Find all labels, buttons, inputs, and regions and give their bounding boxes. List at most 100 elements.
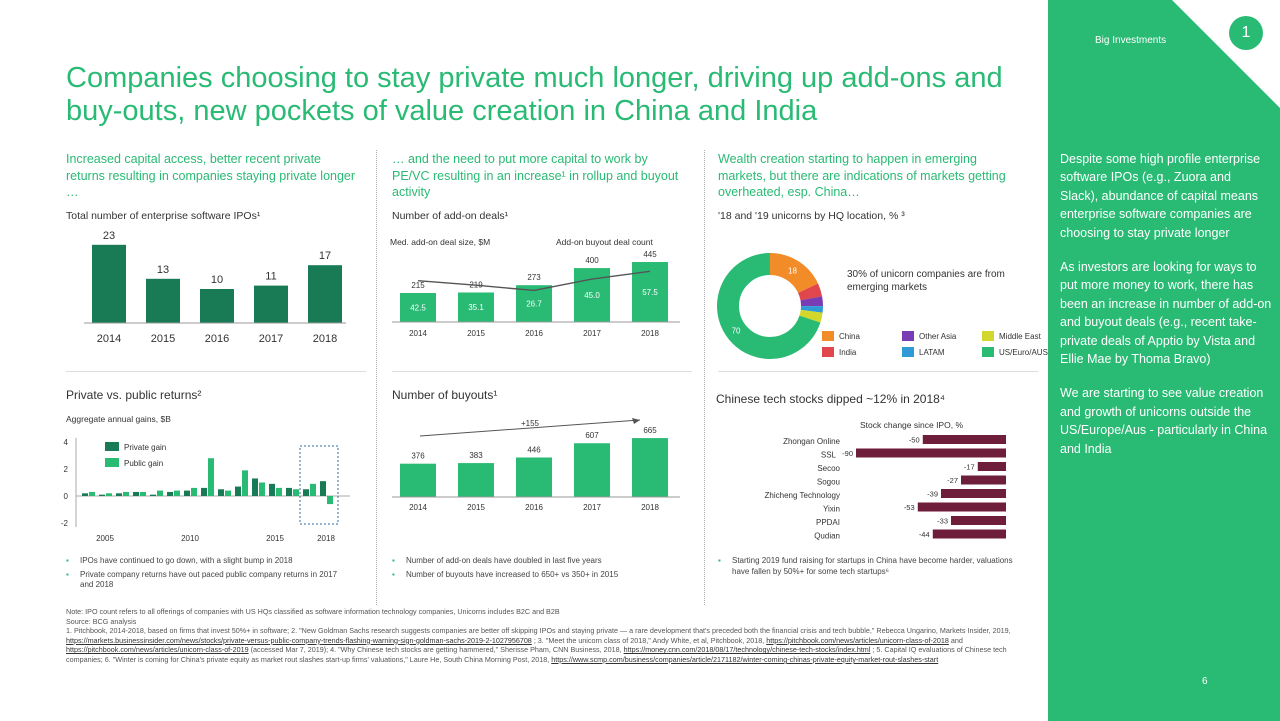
returns-bar xyxy=(252,478,258,496)
legend-item: China xyxy=(822,331,902,341)
returns-legend-label: Public gain xyxy=(124,459,163,468)
footnote-references: 1. Pitchbook, 2014-2018, based on firms … xyxy=(66,626,1026,664)
footnote-link[interactable]: https://pitchbook.com/news/articles/unic… xyxy=(66,645,249,655)
addon-year-label: 2015 xyxy=(467,329,485,338)
buyout-bar xyxy=(574,443,610,497)
addon-size-label: 35.1 xyxy=(468,303,484,312)
stock-bar xyxy=(856,448,1006,458)
ipo-bar xyxy=(146,278,180,323)
legend-label: India xyxy=(839,347,857,357)
legend-item: US/Euro/AUS xyxy=(982,347,1062,357)
returns-y-tick: 2 xyxy=(64,465,69,474)
stock-bar xyxy=(977,462,1006,471)
col3-bullets: Starting 2019 fund raising for startups … xyxy=(718,556,1018,580)
legend-item: Middle East xyxy=(982,331,1062,341)
addon-size-label: 45.0 xyxy=(584,291,600,300)
returns-bar xyxy=(133,491,139,496)
ipo-bar xyxy=(254,285,288,323)
addon-year-label: 2018 xyxy=(641,329,659,338)
returns-bar xyxy=(208,458,214,496)
addon-bar xyxy=(516,285,552,322)
bullet-item: Number of buyouts have increased to 650+… xyxy=(392,570,682,581)
buyouts-title: Number of buyouts¹ xyxy=(392,388,498,402)
sidebar-paragraph: As investors are looking for ways to put… xyxy=(1060,260,1272,367)
stock-bar xyxy=(961,475,1006,485)
returns-bar xyxy=(235,486,241,496)
returns-bar xyxy=(123,491,129,496)
row-divider xyxy=(66,371,366,372)
legend-item: Other Asia xyxy=(902,331,982,341)
ipo-year-label: 2014 xyxy=(97,333,121,345)
returns-bar xyxy=(140,491,146,496)
returns-legend-swatch xyxy=(105,442,119,451)
footnote-link[interactable]: https://www.scmp.com/business/companies/… xyxy=(551,654,939,664)
returns-x-tick: 2015 xyxy=(266,534,284,543)
legend-swatch xyxy=(822,347,834,357)
column-divider xyxy=(376,150,377,605)
buyout-year-label: 2016 xyxy=(525,503,543,512)
buyout-bar xyxy=(516,457,552,497)
returns-bar xyxy=(286,487,292,496)
addon-bar xyxy=(400,293,436,322)
legend-label: Middle East xyxy=(999,331,1041,341)
footnote-link[interactable]: https://markets.businessinsider.com/news… xyxy=(66,635,532,645)
legend-label: US/Euro/AUS xyxy=(999,347,1048,357)
returns-bar xyxy=(269,483,275,496)
returns-bar xyxy=(99,494,105,496)
returns-bar xyxy=(201,487,207,496)
buyout-year-label: 2014 xyxy=(409,503,427,512)
col3-heading: Wealth creation starting to happen in em… xyxy=(718,152,1006,199)
ipo-value-label: 11 xyxy=(265,271,276,283)
buyout-value-label: 383 xyxy=(469,451,483,460)
returns-legend-swatch xyxy=(105,458,119,467)
stock-value-label: -27 xyxy=(947,476,958,485)
stock-category-label: PPDAI xyxy=(816,518,840,527)
ipo-year-label: 2018 xyxy=(313,333,337,345)
growth-arrowhead xyxy=(632,418,640,424)
stock-label-bg xyxy=(921,489,941,498)
addon-count-label: 273 xyxy=(527,273,541,282)
col2-heading: … and the need to put more capital to wo… xyxy=(392,152,679,199)
returns-bar xyxy=(191,487,197,496)
row-divider xyxy=(392,371,692,372)
growth-arrow xyxy=(419,419,641,437)
ipo-value-label: 23 xyxy=(103,230,115,242)
ipo-bar xyxy=(308,265,342,323)
returns-bar xyxy=(106,493,112,496)
returns-bar xyxy=(276,487,282,496)
footnote-text: ; 5. Capital IQ evaluations of Chinese t… xyxy=(66,645,1007,664)
sidebar-paragraph: We are starting to see value creation an… xyxy=(1060,386,1268,456)
returns-x-tick: 2018 xyxy=(317,534,335,543)
bullet-item: Private company returns have out paced p… xyxy=(66,570,346,591)
buyout-year-label: 2015 xyxy=(467,503,485,512)
footnote-source: Source: BCG analysis xyxy=(66,616,137,626)
legend-swatch xyxy=(902,331,914,341)
stocks-title: Chinese tech stocks dipped ~12% in 2018⁴ xyxy=(716,392,945,406)
column-divider xyxy=(704,150,705,605)
stock-category-label: Qudian xyxy=(814,532,840,541)
stocks-subtitle: Stock change since IPO, % xyxy=(860,420,963,430)
bullet-item: Number of add-on deals have doubled in l… xyxy=(392,556,682,567)
buyout-value-label: 665 xyxy=(643,426,657,435)
sidebar: Big Investments 1 Despite some high prof… xyxy=(1048,0,1280,721)
returns-bar xyxy=(89,491,95,496)
stock-label-bg xyxy=(941,475,961,485)
page-number: 6 xyxy=(1202,676,1208,687)
legend-swatch xyxy=(822,331,834,341)
stock-label-bg xyxy=(902,435,923,444)
legend-label: Other Asia xyxy=(919,331,957,341)
footnote-link[interactable]: https://pitchbook.com/news/articles/unic… xyxy=(766,635,949,645)
buyout-value-label: 446 xyxy=(527,445,541,454)
stock-category-label: Zhongan Online xyxy=(783,437,840,446)
returns-legend-label: Private gain xyxy=(124,443,166,452)
stock-value-label: -33 xyxy=(937,517,948,526)
stock-label-bg xyxy=(957,462,978,471)
footnote-text: (accessed Mar 7, 2019); 4. "Why Chinese … xyxy=(250,645,622,655)
addon-count-label: 215 xyxy=(411,281,425,290)
legend-swatch xyxy=(982,347,994,357)
returns-bar xyxy=(320,481,326,496)
stock-value-label: -17 xyxy=(964,463,975,472)
buyout-year-label: 2017 xyxy=(583,503,601,512)
footnote-link[interactable]: https://money.cnn.com/2018/08/17/technol… xyxy=(623,645,871,655)
